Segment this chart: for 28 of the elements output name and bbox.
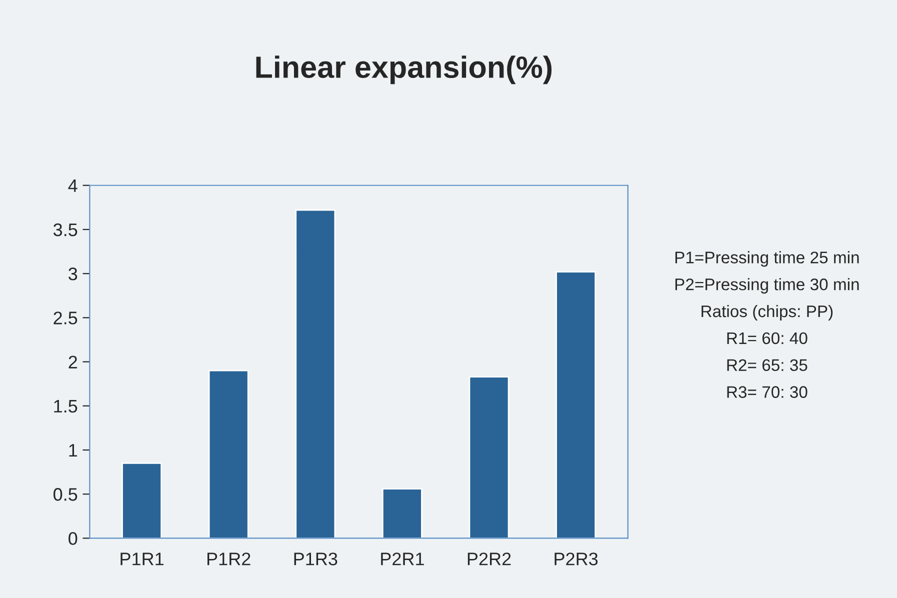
bar bbox=[556, 271, 596, 538]
bar bbox=[208, 370, 249, 538]
x-tick-label: P2R2 bbox=[468, 552, 511, 566]
y-tick-label: 4 bbox=[68, 180, 78, 192]
bar bbox=[382, 488, 422, 538]
y-tick-label: 2.5 bbox=[54, 312, 78, 324]
x-tick-label: P2R3 bbox=[554, 552, 598, 566]
text: R1= 60: 40 bbox=[727, 332, 808, 344]
y-tick-label: 1.5 bbox=[54, 400, 78, 413]
x-tick-label: P1R3 bbox=[294, 552, 338, 566]
x-tick-label: P1R2 bbox=[207, 552, 250, 566]
text: R2= 65: 35 bbox=[727, 359, 808, 372]
y-tick-label: 3 bbox=[68, 268, 78, 280]
chart-title: Linear expansion(%) bbox=[256, 56, 552, 84]
text: R3= 70: 30 bbox=[727, 386, 808, 398]
x-tick-label: P1R1 bbox=[120, 552, 164, 566]
bar bbox=[122, 462, 162, 538]
bar bbox=[295, 209, 336, 538]
y-tick-label: 0.5 bbox=[54, 488, 78, 501]
y-tick-label: 1 bbox=[69, 444, 78, 457]
x-tick-label: P2R1 bbox=[381, 552, 424, 566]
bar bbox=[468, 376, 510, 538]
y-tick-label: 3.5 bbox=[53, 223, 78, 236]
text: P2=Pressing time 30 min bbox=[675, 278, 859, 294]
text: Ratios (chips: PP) bbox=[702, 304, 833, 321]
y-tick-label: 2 bbox=[68, 356, 77, 368]
text: P1=Pressing time 25 min bbox=[675, 251, 859, 267]
y-tick-label: 0 bbox=[68, 532, 78, 545]
